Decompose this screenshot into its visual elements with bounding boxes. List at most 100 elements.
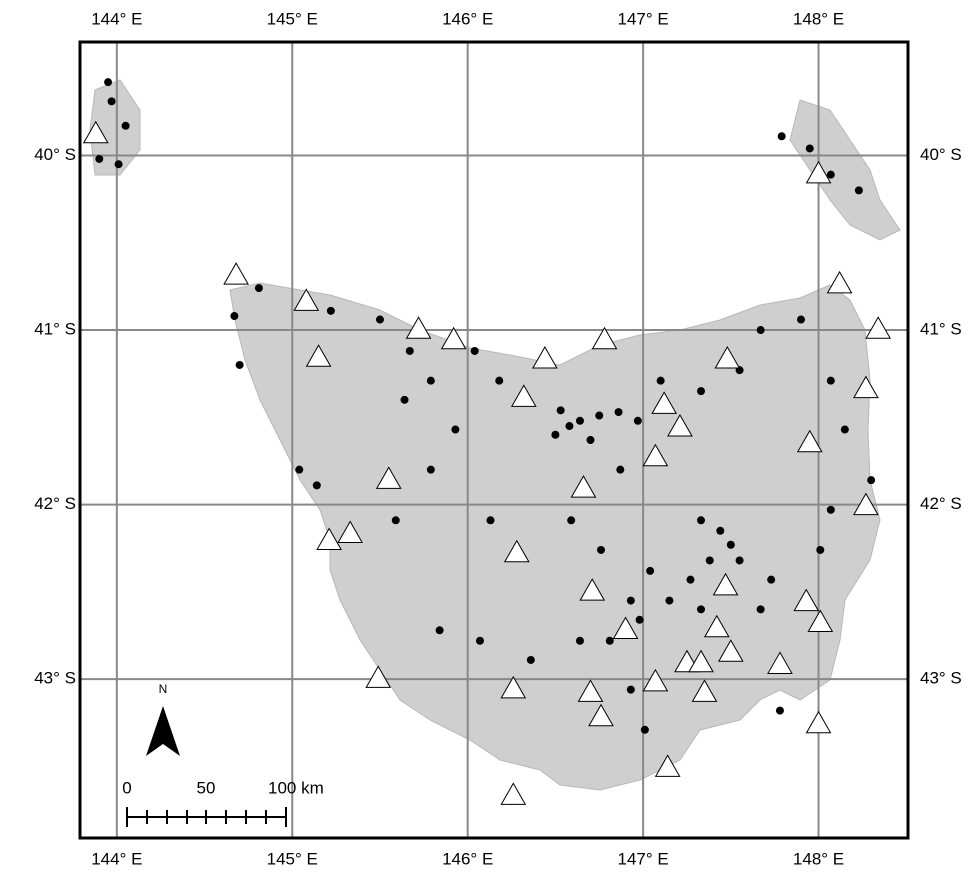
site-dot xyxy=(427,466,435,474)
site-dot xyxy=(697,605,705,613)
site-dot xyxy=(716,527,724,535)
site-dot xyxy=(486,516,494,524)
site-dot xyxy=(778,132,786,140)
site-dot xyxy=(616,466,624,474)
north-label: N xyxy=(159,682,168,696)
x-tick-label: 144° E xyxy=(91,849,142,868)
y-tick-label: 42° S xyxy=(920,494,962,513)
site-dot xyxy=(767,576,775,584)
station-triangle xyxy=(807,712,831,733)
station-triangle xyxy=(828,272,852,293)
scale-bar xyxy=(127,807,286,827)
x-tick-label: 144° E xyxy=(91,9,142,28)
site-dot xyxy=(827,171,835,179)
x-tick-label: 147° E xyxy=(617,9,668,28)
x-tick-label: 146° E xyxy=(442,849,493,868)
site-dot xyxy=(327,307,335,315)
x-tick-label: 147° E xyxy=(617,849,668,868)
x-tick-label: 145° E xyxy=(267,9,318,28)
scale-label: 50 xyxy=(197,778,216,797)
site-dot xyxy=(697,516,705,524)
site-dot xyxy=(557,406,565,414)
site-dot xyxy=(736,556,744,564)
y-tick-label: 42° S xyxy=(34,494,76,513)
station-triangle xyxy=(501,783,525,804)
site-dot xyxy=(867,476,875,484)
arrow-right xyxy=(163,706,180,756)
site-dot xyxy=(806,144,814,152)
site-dot xyxy=(827,506,835,514)
site-dot xyxy=(295,466,303,474)
site-dot xyxy=(376,316,384,324)
site-dot xyxy=(665,597,673,605)
site-dot xyxy=(104,78,112,86)
site-dot xyxy=(406,347,414,355)
site-dot xyxy=(841,426,849,434)
site-dot xyxy=(641,726,649,734)
site-dot xyxy=(576,417,584,425)
site-dot xyxy=(827,377,835,385)
site-dot xyxy=(586,436,594,444)
site-dot xyxy=(855,186,863,194)
site-dot xyxy=(576,637,584,645)
site-dot xyxy=(776,707,784,715)
site-dot xyxy=(313,481,321,489)
y-tick-label: 43° S xyxy=(34,669,76,688)
site-dot xyxy=(427,377,435,385)
site-dot xyxy=(697,387,705,395)
site-dot xyxy=(451,426,459,434)
x-tick-label: 146° E xyxy=(442,9,493,28)
station-triangle xyxy=(533,347,557,368)
station-triangle xyxy=(224,263,248,284)
site-dot xyxy=(567,516,575,524)
site-dot xyxy=(108,97,116,105)
site-dot xyxy=(236,361,244,369)
y-tick-label: 41° S xyxy=(920,320,962,339)
y-tick-label: 40° S xyxy=(34,145,76,164)
site-dot xyxy=(565,422,573,430)
site-dot xyxy=(657,377,665,385)
site-dot xyxy=(95,155,103,163)
site-dot xyxy=(757,326,765,334)
site-dot xyxy=(230,312,238,320)
site-dot xyxy=(115,160,123,168)
site-dot xyxy=(595,412,603,420)
site-dot xyxy=(606,637,614,645)
site-dot xyxy=(255,284,263,292)
site-dot xyxy=(476,637,484,645)
y-tick-label: 43° S xyxy=(920,669,962,688)
site-dot xyxy=(757,605,765,613)
site-dot xyxy=(634,417,642,425)
site-dot xyxy=(646,567,654,575)
y-tick-label: 41° S xyxy=(34,320,76,339)
site-dot xyxy=(636,616,644,624)
x-tick-label: 148° E xyxy=(793,9,844,28)
y-tick-label: 40° S xyxy=(920,145,962,164)
flinders-island xyxy=(790,100,900,240)
site-dot xyxy=(686,576,694,584)
scale-label: 100 km xyxy=(268,778,324,797)
station-triangle xyxy=(866,317,890,338)
north-arrow: N xyxy=(146,682,180,756)
scale-label: 0 xyxy=(122,778,131,797)
site-dot xyxy=(706,556,714,564)
site-dot xyxy=(392,516,400,524)
site-dot xyxy=(627,686,635,694)
site-dot xyxy=(495,377,503,385)
x-tick-label: 148° E xyxy=(793,849,844,868)
arrow-left xyxy=(146,706,163,756)
x-tick-label: 145° E xyxy=(267,849,318,868)
site-dot xyxy=(527,656,535,664)
site-dot xyxy=(401,396,409,404)
site-dot xyxy=(797,316,805,324)
site-dot xyxy=(122,122,130,130)
site-dot xyxy=(727,541,735,549)
site-dot xyxy=(471,347,479,355)
site-dot xyxy=(436,626,444,634)
site-dot xyxy=(816,546,824,554)
map: N 0 50 100 km 144° E 144° E 145° E 145° E 14… xyxy=(0,0,973,877)
site-dot xyxy=(551,431,559,439)
site-dot xyxy=(597,546,605,554)
site-dot xyxy=(615,408,623,416)
land xyxy=(90,80,900,790)
